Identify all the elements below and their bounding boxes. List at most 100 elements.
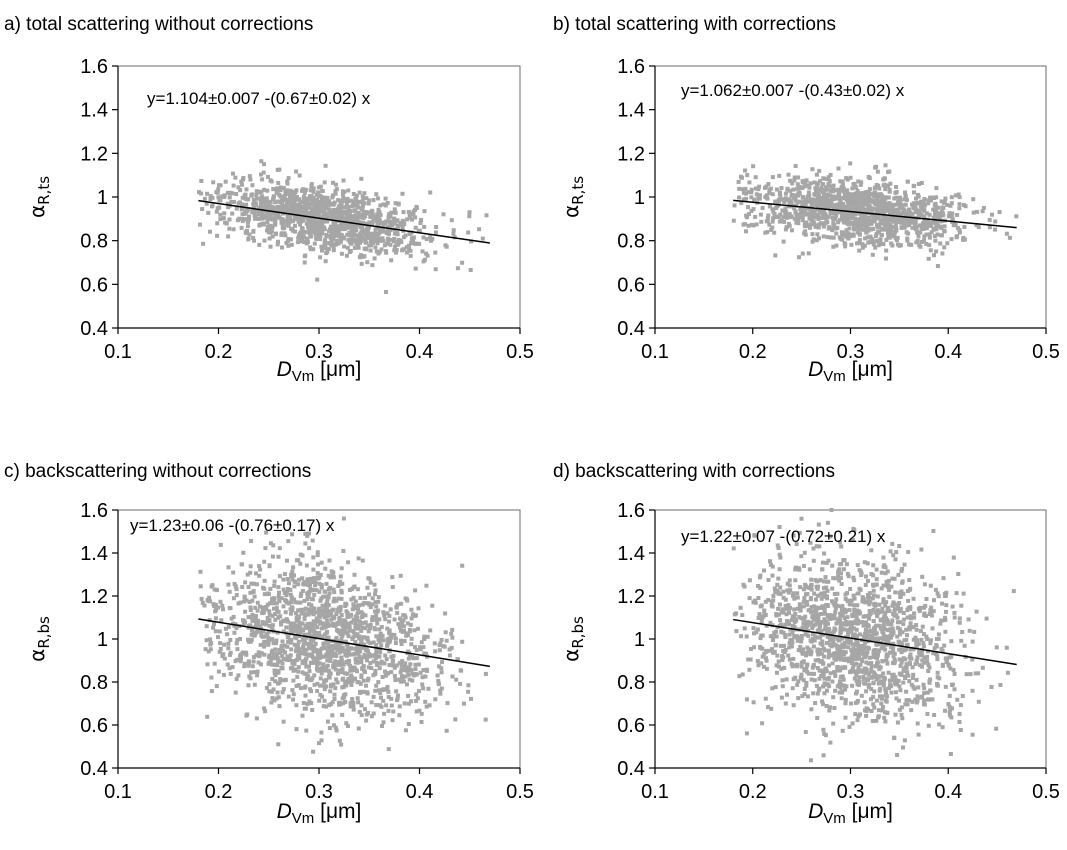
data-point (393, 201, 398, 206)
data-point (210, 583, 215, 588)
data-point (388, 237, 393, 242)
data-point (333, 189, 338, 194)
data-point (877, 708, 881, 713)
data-point (881, 617, 886, 622)
data-point (835, 202, 840, 207)
data-point (298, 607, 303, 612)
data-point (899, 225, 904, 230)
data-point (913, 210, 918, 215)
data-point (867, 176, 872, 181)
data-point (882, 676, 887, 681)
data-point (867, 215, 872, 220)
data-point (874, 201, 879, 206)
data-point (932, 253, 936, 258)
data-point (342, 189, 347, 194)
data-point (366, 201, 371, 206)
data-point (338, 629, 343, 634)
data-point (782, 219, 787, 224)
data-point (253, 605, 258, 610)
data-point (875, 613, 880, 618)
data-point (744, 731, 749, 736)
data-point (381, 220, 386, 225)
data-point (254, 653, 259, 657)
data-point (981, 205, 986, 210)
data-point (428, 235, 433, 240)
data-point (904, 627, 909, 632)
data-point (409, 699, 413, 704)
data-point (359, 660, 364, 665)
data-point (373, 668, 378, 673)
data-point (344, 625, 349, 629)
data-point (817, 202, 822, 207)
data-point (379, 625, 384, 629)
data-point (746, 223, 751, 228)
data-point (837, 637, 842, 642)
data-point (272, 598, 277, 603)
data-point (304, 656, 309, 661)
data-point (360, 615, 365, 619)
data-point (776, 546, 781, 550)
data-point (381, 610, 386, 615)
y-tick-label: 0.4 (617, 318, 645, 340)
data-point (894, 225, 899, 230)
data-point (234, 587, 239, 592)
data-point (405, 217, 410, 222)
data-point (373, 592, 378, 597)
data-point (288, 237, 293, 242)
data-point (337, 738, 342, 743)
data-point (312, 588, 317, 592)
data-point (262, 187, 267, 192)
data-point (345, 647, 350, 652)
data-point (348, 613, 353, 618)
data-point (302, 598, 307, 603)
data-point (841, 567, 846, 572)
data-point (392, 210, 397, 215)
y-tick-label: 1.4 (80, 100, 108, 122)
data-point (795, 200, 800, 205)
data-point (249, 539, 254, 543)
data-point (365, 211, 370, 216)
data-point (339, 655, 344, 660)
data-point (376, 216, 381, 221)
data-point (315, 689, 320, 693)
data-point (864, 220, 869, 225)
data-point (319, 738, 324, 743)
data-point (324, 618, 329, 623)
data-point (783, 227, 788, 232)
data-point (315, 631, 320, 635)
data-point (833, 216, 838, 221)
data-point (297, 173, 302, 178)
data-point (806, 251, 811, 256)
data-point (232, 630, 237, 635)
data-point (333, 208, 338, 213)
data-point (413, 215, 418, 220)
data-point (914, 196, 918, 201)
data-point (824, 704, 829, 708)
data-point (406, 656, 411, 661)
data-point (454, 677, 459, 682)
data-point (260, 177, 265, 182)
data-point (403, 615, 408, 620)
data-point (399, 638, 403, 643)
data-point (270, 234, 275, 239)
data-point (386, 689, 391, 694)
data-point (310, 580, 315, 584)
data-point (296, 608, 301, 613)
data-point (290, 665, 295, 670)
data-point (861, 227, 866, 232)
data-point (349, 673, 354, 678)
data-point (353, 599, 358, 604)
data-point (304, 236, 309, 241)
data-point (229, 200, 234, 204)
data-point (334, 728, 339, 733)
data-point (392, 217, 397, 221)
y-tick-label: 1.6 (80, 56, 108, 78)
data-point (392, 617, 397, 622)
data-point (281, 719, 286, 724)
data-point (812, 192, 817, 197)
data-point (255, 669, 260, 674)
data-point (290, 201, 295, 206)
data-point (276, 695, 281, 700)
data-point (876, 238, 880, 243)
data-point (853, 220, 858, 225)
